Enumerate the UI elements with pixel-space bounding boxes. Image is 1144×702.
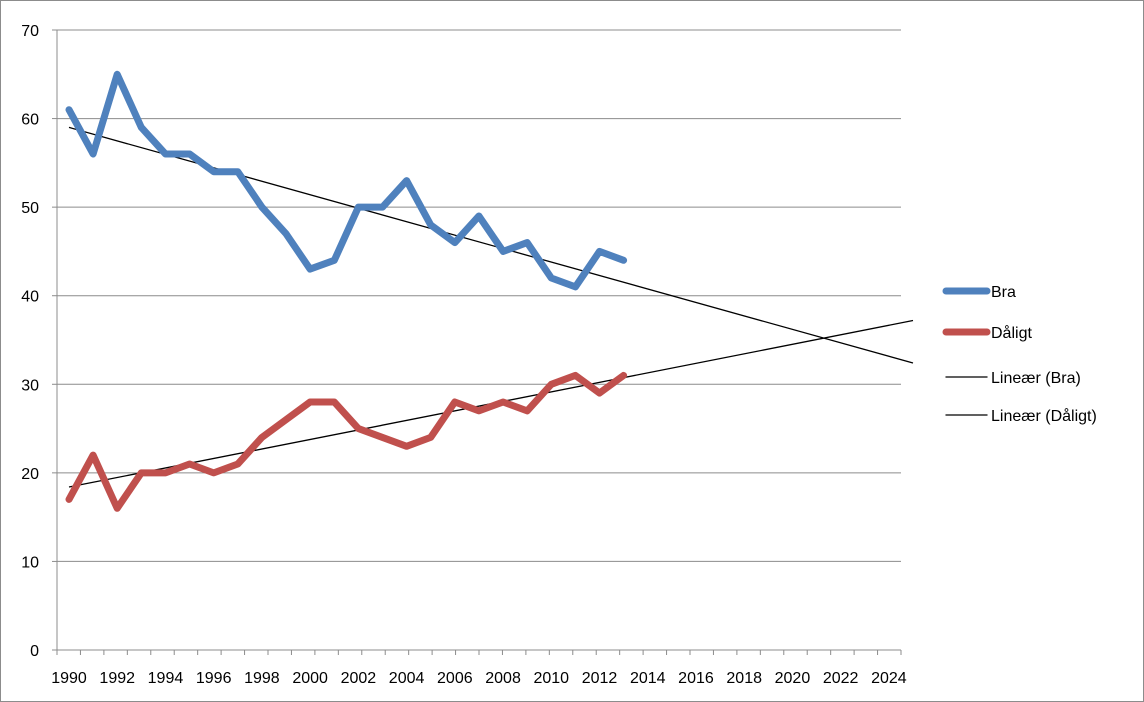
x-tick-label-2010: 2010	[533, 670, 569, 687]
legend-label-linear-daligt: Lineær (Dåligt)	[991, 407, 1097, 425]
x-tick-label-1998: 1998	[244, 670, 280, 687]
legend-label-bra: Bra	[991, 284, 1016, 301]
x-tick-label-2004: 2004	[389, 670, 425, 687]
x-tick-label-1996: 1996	[196, 670, 232, 687]
x-tick-label-1990: 1990	[51, 670, 87, 687]
series-line-daligt	[65, 371, 628, 512]
x-tick-label-1992: 1992	[99, 670, 135, 687]
x-tick-label-2016: 2016	[678, 670, 714, 687]
x-tick-label-2012: 2012	[582, 670, 618, 687]
y-tick-labels: 0 10 20 30 40 50 60 70	[21, 23, 39, 660]
gridlines	[57, 29, 901, 562]
y-tick-label-30: 30	[21, 377, 39, 394]
x-tick-label-2000: 2000	[292, 670, 328, 687]
x-tick-labels: 1990 1992 1994 1996 1998 2000 2002 2004 2006 2008…	[51, 670, 907, 687]
series-line-bra	[65, 70, 628, 291]
y-tick-label-20: 20	[21, 466, 39, 483]
x-tick-label-2014: 2014	[630, 670, 666, 687]
x-tick-label-2020: 2020	[775, 670, 811, 687]
data-series	[65, 70, 628, 512]
y-tick-label-0: 0	[30, 643, 39, 660]
legend-item-linear-daligt: Lineær (Dåligt)	[945, 407, 1097, 425]
legend-label-linear-bra: Lineær (Bra)	[991, 370, 1081, 387]
axes	[52, 29, 902, 655]
y-tick-label-70: 70	[21, 23, 39, 40]
legend: Bra Dåligt Lineær (Bra) Lineær (Dåligt)	[942, 284, 1097, 425]
y-tick-label-10: 10	[21, 554, 39, 571]
legend-item-bra: Bra	[942, 284, 1016, 301]
legend-item-daligt: Dåligt	[942, 324, 1032, 342]
x-tick-label-2024: 2024	[871, 670, 907, 687]
legend-item-linear-bra: Lineær (Bra)	[945, 370, 1081, 387]
x-tick-label-2002: 2002	[341, 670, 377, 687]
x-tick-label-2022: 2022	[823, 670, 859, 687]
y-tick-label-50: 50	[21, 200, 39, 217]
x-tick-label-1994: 1994	[148, 670, 184, 687]
x-tick-label-2008: 2008	[485, 670, 521, 687]
x-tick-label-2006: 2006	[437, 670, 473, 687]
trendline-bra	[68, 126, 914, 364]
legend-label-daligt: Dåligt	[991, 324, 1032, 342]
y-tick-label-40: 40	[21, 289, 39, 306]
x-tick-label-2018: 2018	[726, 670, 762, 687]
trendlines	[68, 126, 914, 488]
y-tick-label-60: 60	[21, 112, 39, 129]
